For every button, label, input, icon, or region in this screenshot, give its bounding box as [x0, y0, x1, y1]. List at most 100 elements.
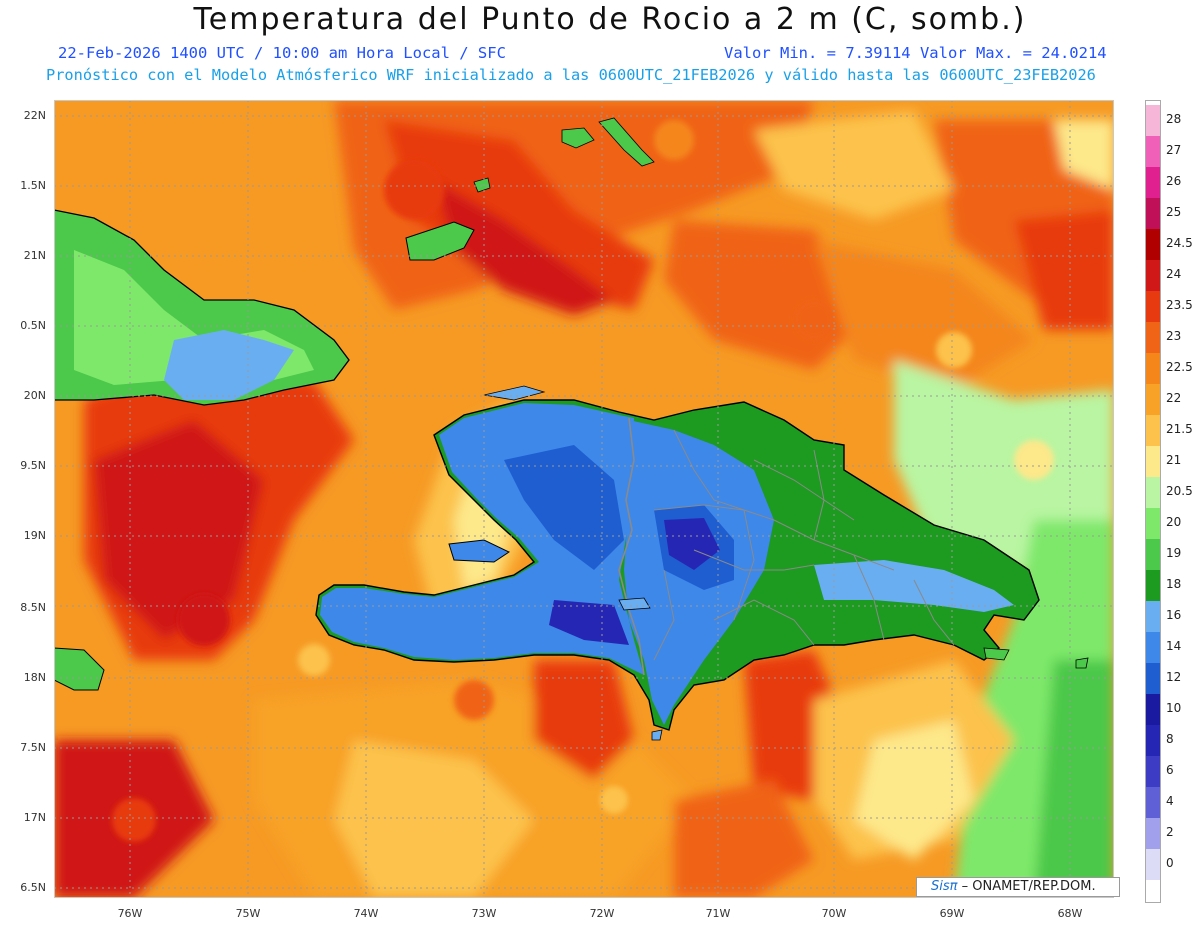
- haiti-dark-area: [549, 600, 629, 645]
- colorbar-label: 25: [1166, 205, 1182, 219]
- colorbar-cell: [1146, 818, 1160, 849]
- colorbar-label: 8: [1166, 732, 1174, 746]
- colorbar-cell: [1146, 787, 1160, 818]
- colorbar-label: 4: [1166, 794, 1174, 808]
- colorbar-cell: [1146, 198, 1160, 229]
- colorbar-cell: [1146, 849, 1160, 880]
- colorbar-label: 24: [1166, 267, 1182, 281]
- credit-org: – ONAMET/REP.DOM.: [961, 879, 1096, 894]
- jamaica-tip: [54, 647, 105, 691]
- colorbar-cell: [1146, 415, 1160, 446]
- colorbar-cell: [1146, 601, 1160, 632]
- colorbar-label: 6: [1166, 763, 1174, 777]
- haiti-dr-border: [618, 417, 645, 676]
- colorbar-label: 18: [1166, 577, 1182, 591]
- lat-label: 17N: [23, 811, 46, 824]
- colorbar-cell: [1146, 136, 1160, 167]
- colorbar-label: 21.5: [1166, 422, 1193, 436]
- lat-label: 9.5N: [20, 459, 46, 472]
- colorbar-label: 24.5: [1166, 236, 1193, 250]
- colorbar-cell: [1146, 570, 1160, 601]
- lat-label: 6.5N: [20, 881, 46, 894]
- valid-time-line: 22-Feb-2026 1400 UTC / 10:00 am Hora Loc…: [58, 44, 506, 62]
- sispi-logo-text: Sisπ: [931, 879, 958, 894]
- colorbar-label: 21: [1166, 453, 1182, 467]
- mona-island: [1075, 657, 1089, 669]
- dewpoint-map: [54, 100, 1114, 898]
- lon-label: 69W: [939, 907, 965, 920]
- lat-label: 0.5N: [20, 319, 46, 332]
- lon-label: 70W: [821, 907, 847, 920]
- east-dr-cool-area: [814, 560, 1014, 612]
- colorbar-cell: [1146, 756, 1160, 787]
- colorbar-cell: [1146, 632, 1160, 663]
- islet: [561, 127, 595, 149]
- colorbar-label: 2: [1166, 825, 1174, 839]
- lat-label: 8.5N: [20, 601, 46, 614]
- colorbar-label: 22: [1166, 391, 1182, 405]
- colorbar-label: 26: [1166, 174, 1182, 188]
- colorbar-cell: [1146, 353, 1160, 384]
- min-max-line: Valor Min. = 7.39114 Valor Max. = 24.021…: [724, 44, 1107, 62]
- lat-label: 19N: [23, 529, 46, 542]
- province-borders: [653, 429, 955, 661]
- colorbar-cell: [1146, 229, 1160, 260]
- lat-label: 7.5N: [20, 741, 46, 754]
- inagua-island: [405, 221, 475, 261]
- model-run-line: Pronóstico con el Modelo Atmósferico WRF…: [46, 66, 1096, 84]
- colorbar-label: 27: [1166, 143, 1182, 157]
- colorbar-label: 19: [1166, 546, 1182, 560]
- colorbar-label: 12: [1166, 670, 1182, 684]
- colorbar-cell: [1146, 291, 1160, 322]
- colorbar-cell: [1146, 477, 1160, 508]
- colorbar-cell: [1146, 322, 1160, 353]
- colorbar-cell: [1146, 539, 1160, 570]
- gonave-island: [448, 539, 511, 563]
- field-fine-patches: [112, 120, 1054, 842]
- lon-label: 68W: [1057, 907, 1083, 920]
- colorbar-cell: [1146, 167, 1160, 198]
- colorbar-label: 14: [1166, 639, 1182, 653]
- colorbar-label: 28: [1166, 112, 1182, 126]
- lat-label: 20N: [23, 389, 46, 402]
- colorbar-cell: [1146, 384, 1160, 415]
- islet: [598, 117, 655, 167]
- map-title: Temperatura del Punto de Rocio a 2 m (C,…: [193, 2, 1027, 37]
- colorbar-cell: [1146, 260, 1160, 291]
- colorbar-cell: [1146, 663, 1160, 694]
- saona-island: [983, 647, 1010, 661]
- haiti-dark-area: [504, 445, 624, 570]
- map-panel: [54, 100, 1114, 898]
- colorbar-label: 23.5: [1166, 298, 1193, 312]
- colorbar-label: 20: [1166, 515, 1182, 529]
- colorbar-label: 16: [1166, 608, 1182, 622]
- cuba-coast: [54, 209, 350, 406]
- lon-label: 71W: [705, 907, 731, 920]
- colorbar-cell: [1146, 694, 1160, 725]
- lat-label: 21N: [23, 249, 46, 262]
- lat-label: 18N: [23, 671, 46, 684]
- islet: [473, 177, 491, 193]
- colorbar-label: 0: [1166, 856, 1174, 870]
- graticule: [54, 100, 1114, 898]
- lat-label: 1.5N: [20, 179, 46, 192]
- colorbar-label: 20.5: [1166, 484, 1193, 498]
- colorbar: [1145, 100, 1161, 903]
- colorbar-label: 22.5: [1166, 360, 1193, 374]
- colorbar-cell: [1146, 446, 1160, 477]
- lat-label: 22N: [23, 109, 46, 122]
- cuba-cool-area: [164, 330, 294, 400]
- colorbar-cell: [1146, 105, 1160, 136]
- lon-label: 72W: [589, 907, 615, 920]
- lon-label: 76W: [117, 907, 143, 920]
- colorbar-cell: [1146, 508, 1160, 539]
- beata-island: [651, 729, 663, 741]
- credit-box: Sisπ – ONAMET/REP.DOM.: [916, 877, 1120, 897]
- colorbar-label: 10: [1166, 701, 1182, 715]
- lake-enriquillo: [618, 597, 651, 611]
- lon-label: 75W: [235, 907, 261, 920]
- lon-label: 73W: [471, 907, 497, 920]
- colorbar-cell: [1146, 725, 1160, 756]
- cordillera-darkest-area: [664, 518, 720, 570]
- lon-label: 74W: [353, 907, 379, 920]
